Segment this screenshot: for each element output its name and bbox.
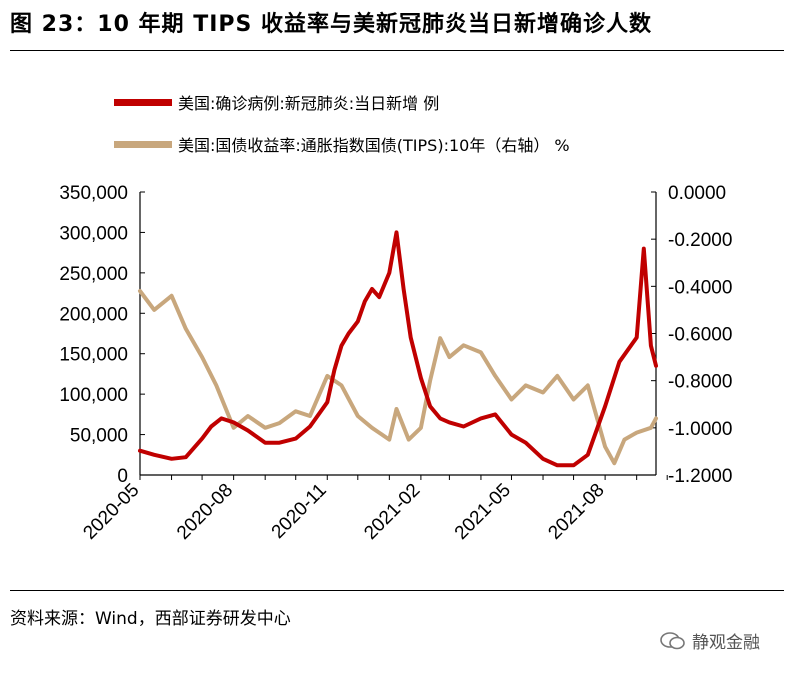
- x-tick-label: 2020-08: [173, 480, 237, 544]
- y-right-tick-label: 0.0000: [668, 183, 726, 204]
- series-line-cases: [138, 230, 658, 468]
- y-left-tick-label: 250,000: [59, 264, 128, 285]
- x-tick-label: 2021-02: [360, 480, 424, 544]
- y-left-tick-label: 0: [117, 466, 128, 487]
- watermark: 静观金融: [660, 628, 760, 653]
- y-left-tick-label: 300,000: [59, 223, 128, 244]
- x-tick-label: 2020-11: [268, 480, 331, 543]
- y-left-tick-label: 350,000: [59, 183, 128, 204]
- figure-title: 图 23：10 年期 TIPS 收益率与美新冠肺炎当日新增确诊人数: [10, 12, 653, 37]
- legend-label-tips: 美国:国债收益率:通胀指数国债(TIPS):10年（右轴） %: [178, 136, 570, 155]
- y-left-tick-label: 150,000: [59, 345, 128, 366]
- legend-swatch-cases: [114, 98, 172, 106]
- y-right-tick-label: -0.4000: [668, 277, 732, 298]
- y-right-tick-label: -0.8000: [668, 372, 732, 393]
- y-left-tick-label: 100,000: [59, 385, 128, 406]
- y-right-tick-label: -0.2000: [668, 230, 732, 251]
- wechat-icon: [660, 631, 685, 649]
- source-note: 资料来源：Wind，西部证券研发中心: [10, 609, 291, 629]
- series-line-tips: [138, 289, 658, 466]
- legend-swatch-tips: [114, 140, 172, 148]
- legend-label-cases: 美国:确诊病例:新冠肺炎:当日新增 例: [178, 94, 440, 113]
- x-tick-label: 2020-05: [79, 480, 143, 544]
- y-right-tick-label: -1.0000: [668, 419, 732, 440]
- line-chart: 0 50,000 100,000 150,000 200,000 250,000 300,0…: [59, 183, 732, 544]
- watermark-text: 静观金融: [692, 633, 760, 653]
- x-tick-label: 2021-05: [451, 480, 515, 544]
- y-left-tick-label: 50,000: [70, 426, 128, 447]
- y-left-tick-label: 200,000: [59, 304, 128, 325]
- legend-item-cases: 美国:确诊病例:新冠肺炎:当日新增 例: [114, 90, 439, 114]
- y-right-tick-label: -1.2000: [668, 466, 732, 487]
- title-rule: [10, 50, 784, 51]
- source-rule: [10, 590, 784, 591]
- x-tick-label: 2021-08: [544, 480, 608, 544]
- legend-item-tips: 美国:国债收益率:通胀指数国债(TIPS):10年（右轴） %: [114, 132, 570, 156]
- y-right-tick-label: -0.6000: [668, 325, 732, 346]
